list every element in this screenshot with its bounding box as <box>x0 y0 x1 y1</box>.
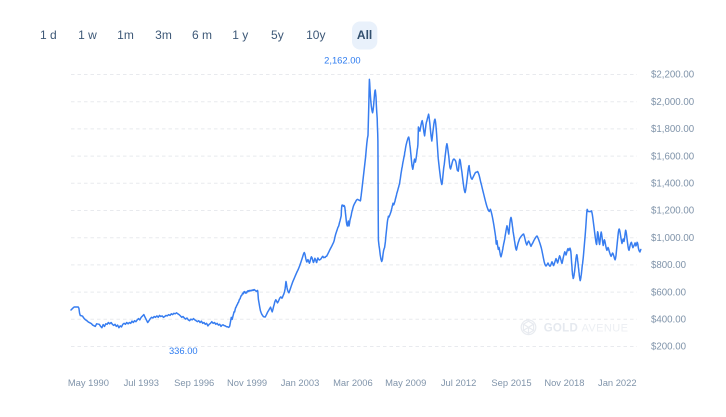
svg-text:$400.00: $400.00 <box>651 315 687 326</box>
svg-text:3m: 3m <box>155 28 172 42</box>
svg-text:$2,000.00: $2,000.00 <box>651 97 695 108</box>
svg-text:336.00: 336.00 <box>169 345 198 356</box>
svg-text:Nov 1999: Nov 1999 <box>227 377 267 388</box>
svg-text:Sep 1996: Sep 1996 <box>174 377 214 388</box>
svg-text:$1,800.00: $1,800.00 <box>651 124 695 135</box>
svg-text:Jul 2012: Jul 2012 <box>441 377 476 388</box>
svg-text:5y: 5y <box>271 28 284 42</box>
svg-text:1 d: 1 d <box>40 28 57 42</box>
svg-text:$1,000.00: $1,000.00 <box>651 233 695 244</box>
svg-text:10y: 10y <box>306 28 325 42</box>
svg-text:1m: 1m <box>117 28 134 42</box>
svg-text:Nov 2018: Nov 2018 <box>544 377 584 388</box>
svg-text:6 m: 6 m <box>192 28 212 42</box>
svg-text:May 1990: May 1990 <box>68 377 109 388</box>
svg-text:1 y: 1 y <box>232 28 248 42</box>
svg-text:May 2009: May 2009 <box>385 377 426 388</box>
svg-text:GOLD: GOLD <box>544 323 578 335</box>
svg-text:$1,600.00: $1,600.00 <box>651 151 695 162</box>
svg-text:Mar 2006: Mar 2006 <box>333 377 373 388</box>
svg-text:$800.00: $800.00 <box>651 260 687 271</box>
svg-text:$200.00: $200.00 <box>651 342 687 353</box>
svg-text:Sep 2015: Sep 2015 <box>491 377 531 388</box>
svg-text:All: All <box>357 28 372 42</box>
svg-text:Jan 2022: Jan 2022 <box>598 377 637 388</box>
svg-text:Jan 2003: Jan 2003 <box>281 377 320 388</box>
svg-text:$1,400.00: $1,400.00 <box>651 179 695 190</box>
svg-text:$1,200.00: $1,200.00 <box>651 206 695 217</box>
svg-text:Jul 1993: Jul 1993 <box>124 377 159 388</box>
svg-text:$600.00: $600.00 <box>651 287 687 298</box>
svg-text:$2,200.00: $2,200.00 <box>651 70 695 81</box>
svg-text:AVENUE: AVENUE <box>582 323 629 335</box>
svg-text:1 w: 1 w <box>78 28 97 42</box>
svg-text:2,162.00: 2,162.00 <box>324 54 361 65</box>
